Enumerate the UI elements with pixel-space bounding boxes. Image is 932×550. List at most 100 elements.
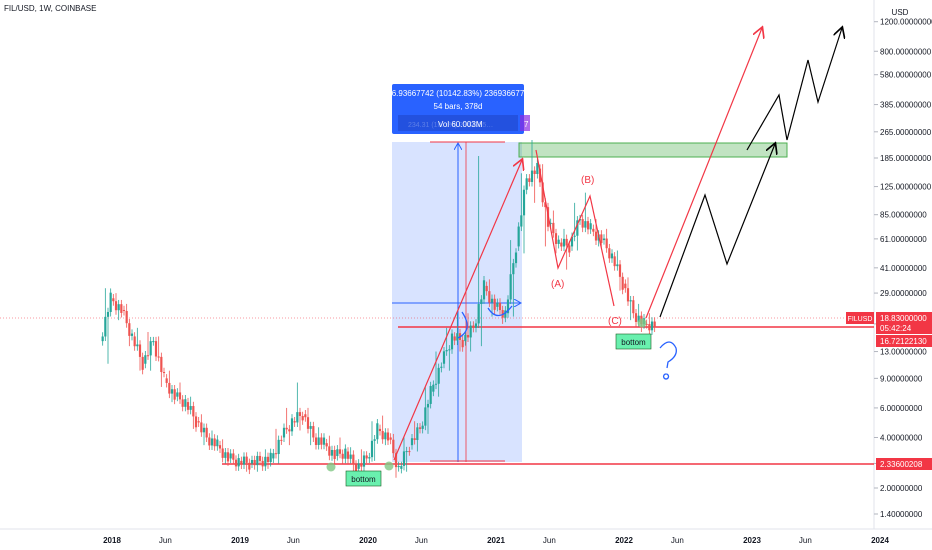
level-price-label — [876, 458, 932, 470]
candle-body — [632, 300, 635, 314]
candle-body — [312, 426, 315, 438]
candle-body — [261, 460, 264, 467]
bottom-marker — [384, 461, 394, 471]
candle-body — [325, 443, 328, 447]
abc-wave-line — [535, 149, 615, 307]
candle-body — [637, 315, 640, 322]
candle-body — [293, 421, 296, 423]
candle-body — [336, 449, 339, 457]
measure-range-area — [392, 142, 522, 462]
time-tick-label: 2021 — [487, 536, 505, 545]
candle-body — [370, 440, 374, 458]
candle-body — [362, 455, 366, 467]
candle-body — [210, 438, 214, 446]
candle-body — [272, 453, 275, 459]
candle-body — [186, 402, 190, 410]
candle-body — [426, 403, 430, 408]
candle-body — [176, 392, 179, 397]
candle-body — [405, 451, 408, 453]
candle-body — [184, 399, 187, 407]
price-axis[interactable]: 1200.00000000 800.00000000 580.00000000 385… — [874, 18, 932, 519]
candle-body — [178, 392, 182, 400]
candle-body — [221, 448, 224, 458]
price-tick-label: 1.40000000 — [880, 510, 923, 519]
candle-body — [154, 341, 158, 357]
candle-body — [605, 238, 608, 249]
candle-body — [237, 458, 240, 467]
candle-body — [253, 459, 256, 466]
price-tick-label: 580.00000000 — [880, 71, 932, 80]
candle-body — [306, 417, 310, 429]
candle-body — [309, 426, 312, 429]
candle-body — [157, 356, 160, 358]
candle-body — [202, 427, 206, 433]
candle-body — [317, 437, 320, 445]
candle-body — [330, 449, 334, 456]
svg-text:Vol 60.003M: Vol 60.003M — [438, 120, 483, 129]
time-tick-label: 2020 — [359, 536, 377, 545]
wave-label-b: (B) — [581, 175, 594, 186]
candle-body — [120, 304, 123, 313]
symbol-tag-text: FILUSD — [848, 316, 873, 323]
hand-drawn-question-mark — [659, 341, 677, 380]
candle-body — [165, 378, 168, 383]
last-price-value: 18.83000000 — [880, 314, 927, 323]
candle-body — [368, 457, 371, 459]
candle-body — [394, 453, 398, 468]
candle-body — [373, 439, 376, 441]
candle-body — [565, 238, 568, 246]
price-tick-label: 61.00000000 — [880, 235, 927, 244]
candle-body — [480, 299, 483, 305]
candle-body — [197, 421, 200, 423]
candle-body — [506, 299, 510, 314]
candle-body — [114, 301, 118, 311]
candle-body — [509, 274, 512, 300]
candle-body — [218, 445, 222, 449]
wave-label-a: (A) — [551, 279, 564, 290]
candle-body — [384, 432, 387, 440]
candle-body — [629, 300, 632, 302]
candle-body — [445, 350, 448, 352]
candle-body — [634, 313, 638, 322]
candle-body — [490, 298, 494, 303]
bottom-marker — [637, 318, 647, 328]
candle-body — [464, 334, 467, 342]
svg-text:234.31 (10…%) 2343155…: 234.31 (10…%) 2343155… — [408, 122, 493, 129]
candle-body — [136, 344, 139, 347]
time-tick-label: 2024 — [871, 536, 889, 545]
candle-body — [130, 333, 134, 336]
candle-body — [133, 336, 136, 347]
candle-body — [544, 202, 547, 208]
price-tick-label: 41.00000000 — [880, 264, 927, 273]
time-tick-label: Jun — [415, 536, 428, 545]
candle-body — [418, 427, 422, 429]
candle-body — [360, 463, 363, 467]
candle-body — [618, 264, 622, 277]
candle-body — [256, 455, 259, 466]
level-price-label — [876, 335, 932, 347]
candle-body — [122, 309, 126, 311]
candle-body — [448, 349, 451, 351]
candle-body — [442, 351, 446, 364]
candle-body — [168, 382, 171, 394]
price-tick-label: 4.00000000 — [880, 433, 923, 442]
candle-body — [205, 427, 208, 438]
candle-body — [128, 323, 131, 336]
candle-body — [301, 415, 304, 421]
time-axis[interactable]: 2018 Jun 2019 Jun 2020 Jun 2021 Jun 2022 Jun 2023 J… — [103, 536, 889, 545]
candle-body — [525, 178, 528, 190]
candle-body — [194, 416, 198, 428]
candle-body — [554, 233, 558, 244]
candle-body — [346, 451, 350, 459]
candle-body — [466, 334, 470, 338]
price-tick-label: 13.00000000 — [880, 348, 927, 357]
chart-header: FIL/USD, 1W, COINBASE — [4, 4, 97, 13]
candle-body — [402, 451, 406, 466]
candle-body — [392, 439, 395, 454]
candle-body — [357, 463, 360, 469]
candle-body — [552, 222, 555, 234]
candle-body — [349, 454, 352, 459]
candle-body — [512, 263, 515, 275]
